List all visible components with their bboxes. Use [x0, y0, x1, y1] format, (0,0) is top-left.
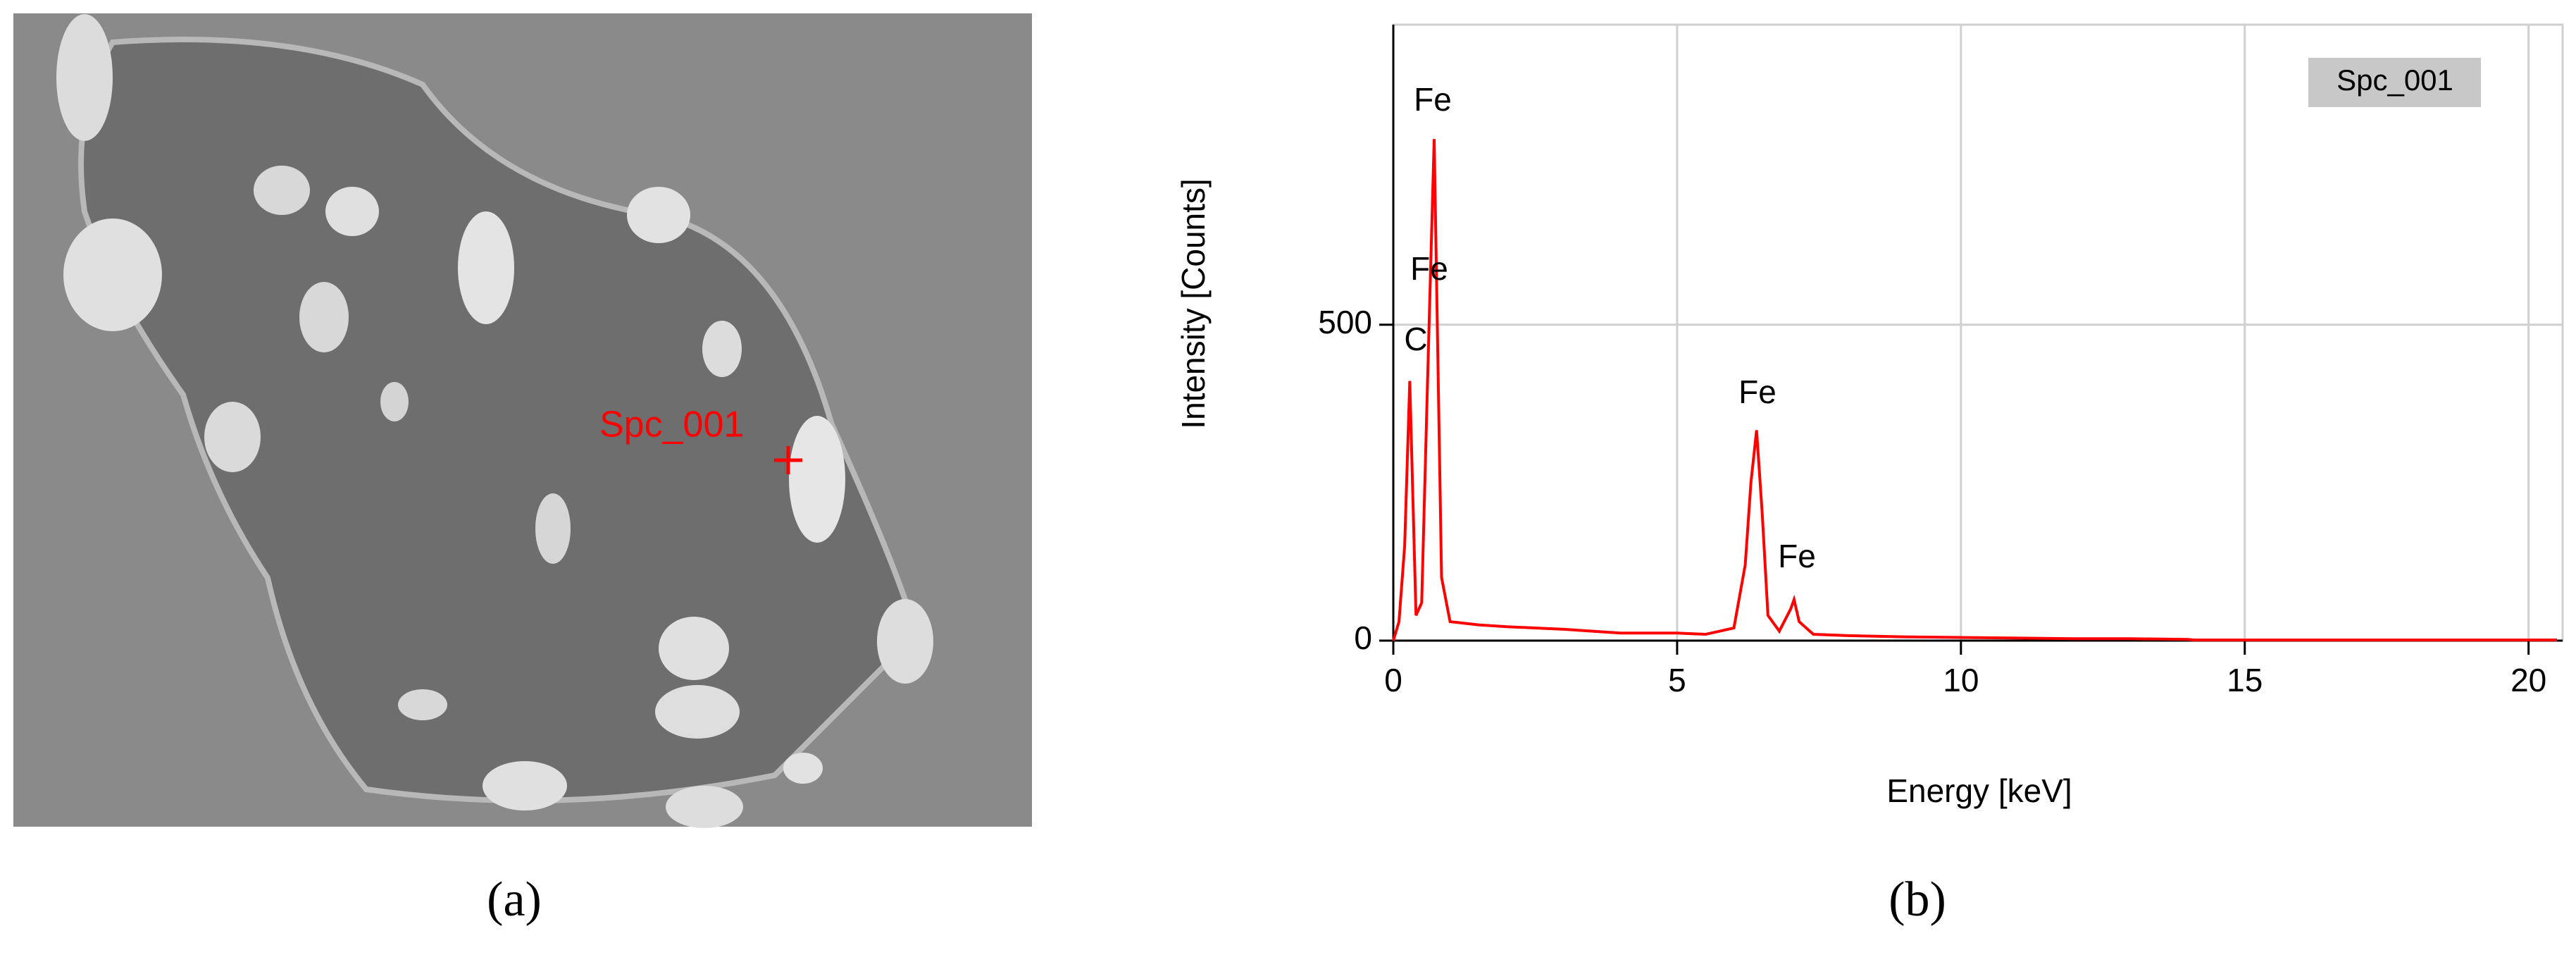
peak-label: Fe: [1410, 250, 1448, 287]
x-tick-label: 20: [2510, 662, 2546, 698]
spectrum-line: [1392, 139, 2557, 642]
plot-frame: [1392, 23, 2564, 642]
y-axis-label: Intensity [Counts]: [1175, 178, 1212, 428]
peak-label: Fe: [1414, 81, 1452, 118]
x-tick-label: 5: [1668, 662, 1686, 698]
peak-label: Fe: [1778, 538, 1816, 574]
peak-label: C: [1404, 321, 1427, 357]
x-axis-label: Energy [keV]: [1886, 772, 2072, 809]
peak-label: Fe: [1738, 374, 1777, 410]
legend-box: [2308, 58, 2481, 107]
x-tick-label: 10: [1943, 662, 1979, 698]
caption: (a): [487, 872, 542, 927]
y-tick-label: 0: [1354, 619, 1372, 656]
sem-image: Spc_001: [13, 13, 1032, 828]
x-tick-label: 0: [1384, 662, 1402, 698]
y-tick-label: 500: [1318, 304, 1372, 340]
spectrum-label: Spc_001: [599, 405, 744, 445]
caption: (b): [1889, 872, 1946, 927]
x-tick-label: 15: [2227, 662, 2263, 698]
legend-label: Spc_001: [2337, 63, 2453, 97]
